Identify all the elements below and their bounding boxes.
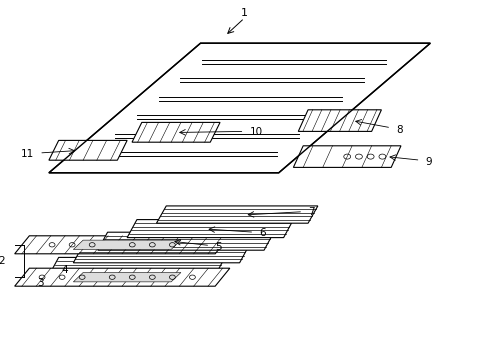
Text: 11: 11 bbox=[21, 149, 34, 159]
Polygon shape bbox=[98, 232, 273, 250]
Polygon shape bbox=[73, 245, 249, 263]
Text: 3: 3 bbox=[37, 278, 44, 288]
Text: 7: 7 bbox=[307, 207, 314, 217]
Polygon shape bbox=[15, 268, 229, 286]
Polygon shape bbox=[156, 206, 317, 223]
Text: 4: 4 bbox=[61, 265, 68, 275]
Text: 5: 5 bbox=[215, 242, 222, 252]
Text: 8: 8 bbox=[395, 125, 402, 135]
Polygon shape bbox=[127, 220, 293, 238]
Text: 2: 2 bbox=[0, 256, 5, 266]
Text: 6: 6 bbox=[259, 228, 265, 238]
Polygon shape bbox=[49, 43, 429, 173]
Polygon shape bbox=[49, 140, 127, 160]
Text: 1: 1 bbox=[241, 8, 247, 18]
Polygon shape bbox=[132, 122, 220, 142]
Polygon shape bbox=[49, 257, 224, 275]
Polygon shape bbox=[15, 236, 229, 254]
Polygon shape bbox=[298, 110, 381, 131]
Text: 9: 9 bbox=[425, 157, 431, 167]
Polygon shape bbox=[73, 273, 181, 282]
Polygon shape bbox=[293, 146, 400, 167]
Text: 10: 10 bbox=[249, 127, 262, 137]
Polygon shape bbox=[73, 240, 181, 249]
